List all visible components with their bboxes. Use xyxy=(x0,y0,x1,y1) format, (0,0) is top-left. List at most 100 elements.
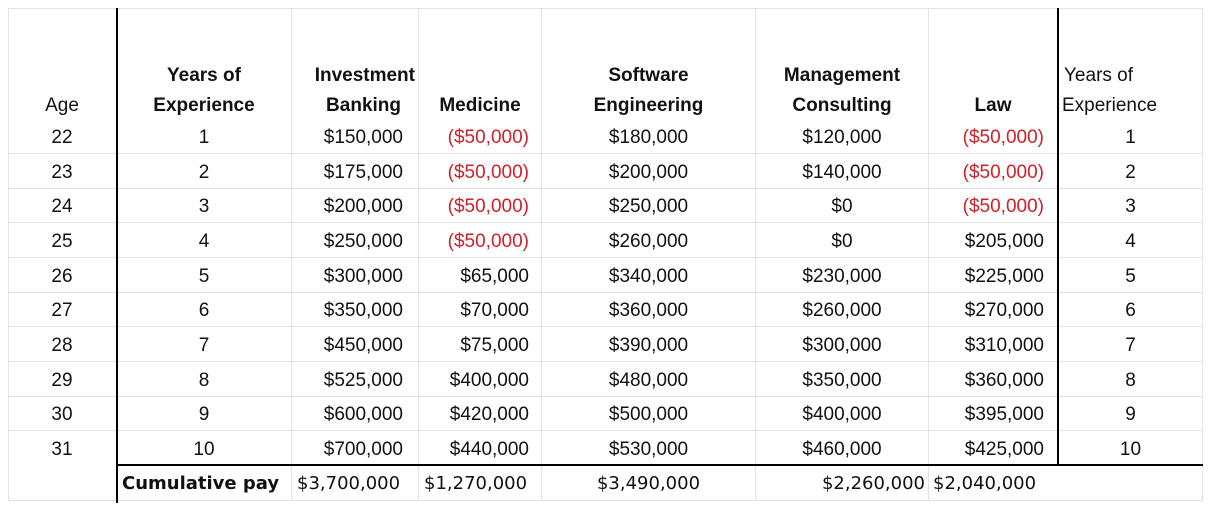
age-cell: 29 xyxy=(51,370,73,391)
management-consulting-cell: $350,000 xyxy=(802,370,882,391)
management-consulting-cell: $260,000 xyxy=(802,300,882,321)
gridline xyxy=(8,222,1203,223)
gridline xyxy=(8,430,1203,431)
gridline xyxy=(8,153,1203,154)
header-software-engineering-line1: Software xyxy=(608,65,689,86)
investment-banking-cell: $300,000 xyxy=(323,266,403,287)
law-cell: $205,000 xyxy=(964,231,1044,252)
years-right-cell: 9 xyxy=(1125,404,1136,425)
header-investment-banking-line1: Investment xyxy=(314,65,415,86)
years-right-cell: 6 xyxy=(1125,300,1136,321)
header-management-consulting-line1: Management xyxy=(783,65,901,86)
gridline xyxy=(8,8,9,501)
years-cell: 10 xyxy=(193,439,215,460)
management-consulting-cell: $140,000 xyxy=(802,162,882,183)
medicine-cell: $440,000 xyxy=(449,439,529,460)
header-age: Age xyxy=(45,95,79,116)
management-consulting-cell: $0 xyxy=(831,196,853,217)
cumulative-pay-law: $2,040,000 xyxy=(933,473,1037,494)
cumulative-pay-software-engineering: $3,490,000 xyxy=(596,473,701,494)
management-consulting-cell: $0 xyxy=(831,231,853,252)
medicine-cell: ($50,000) xyxy=(447,127,529,148)
years-cell: 7 xyxy=(198,335,210,356)
gridline xyxy=(541,8,542,501)
age-cell: 31 xyxy=(51,439,73,460)
gridline xyxy=(8,8,1203,9)
medicine-cell: ($50,000) xyxy=(447,231,529,252)
investment-banking-cell: $250,000 xyxy=(323,231,403,252)
investment-banking-cell: $150,000 xyxy=(323,127,403,148)
software-engineering-cell: $390,000 xyxy=(608,335,689,356)
header-law: Law xyxy=(974,95,1012,116)
medicine-cell: $400,000 xyxy=(449,370,529,391)
investment-banking-cell: $700,000 xyxy=(323,439,403,460)
law-cell: $225,000 xyxy=(964,266,1044,287)
cumulative-pay-medicine: $1,270,000 xyxy=(424,473,528,494)
medicine-cell: $75,000 xyxy=(460,335,529,356)
header-years-right-line1: Years of xyxy=(1064,65,1134,86)
years-cell: 5 xyxy=(198,266,210,287)
investment-banking-cell: $600,000 xyxy=(323,404,403,425)
gridline xyxy=(928,8,929,501)
years-cell: 6 xyxy=(198,300,210,321)
law-cell: ($50,000) xyxy=(962,162,1044,183)
software-engineering-cell: $480,000 xyxy=(608,370,689,391)
years-cell: 4 xyxy=(198,231,210,252)
investment-banking-cell: $175,000 xyxy=(323,162,403,183)
management-consulting-cell: $230,000 xyxy=(802,266,882,287)
years-right-cell: 7 xyxy=(1125,335,1136,356)
gridline xyxy=(291,8,292,501)
cumulative-pay-management-consulting: $2,260,000 xyxy=(821,473,925,494)
medicine-cell: $70,000 xyxy=(460,300,529,321)
medicine-cell: ($50,000) xyxy=(447,162,529,183)
gridline xyxy=(8,257,1203,258)
gridline xyxy=(8,188,1203,189)
years-right-cell: 3 xyxy=(1125,196,1136,217)
management-consulting-cell: $460,000 xyxy=(802,439,882,460)
law-cell: ($50,000) xyxy=(962,196,1044,217)
border-line xyxy=(1057,8,1059,465)
law-cell: $395,000 xyxy=(964,404,1044,425)
software-engineering-cell: $340,000 xyxy=(608,266,689,287)
age-cell: 28 xyxy=(51,335,73,356)
age-cell: 22 xyxy=(51,127,73,148)
years-right-cell: 10 xyxy=(1119,439,1142,460)
years-right-cell: 8 xyxy=(1125,370,1136,391)
header-years-line1: Years of xyxy=(167,65,241,86)
gridline xyxy=(418,8,419,501)
gridline xyxy=(8,396,1203,397)
years-right-cell: 2 xyxy=(1125,162,1136,183)
years-cell: 3 xyxy=(198,196,210,217)
header-years-line2: Experience xyxy=(153,95,255,116)
age-cell: 24 xyxy=(51,196,73,217)
software-engineering-cell: $200,000 xyxy=(608,162,689,183)
border-line xyxy=(116,464,1203,466)
years-cell: 2 xyxy=(198,162,210,183)
investment-banking-cell: $450,000 xyxy=(323,335,403,356)
years-right-cell: 1 xyxy=(1125,127,1136,148)
age-cell: 27 xyxy=(51,300,73,321)
header-investment-banking-line2: Banking xyxy=(326,95,401,116)
management-consulting-cell: $120,000 xyxy=(802,127,882,148)
software-engineering-cell: $500,000 xyxy=(608,404,689,425)
gridline xyxy=(8,292,1203,293)
software-engineering-cell: $360,000 xyxy=(608,300,689,321)
age-cell: 25 xyxy=(51,231,73,252)
years-right-cell: 4 xyxy=(1125,231,1136,252)
medicine-cell: $420,000 xyxy=(449,404,529,425)
header-years-right-line2: Experience xyxy=(1062,95,1158,116)
years-cell: 9 xyxy=(198,404,210,425)
years-cell: 1 xyxy=(198,127,210,148)
software-engineering-cell: $250,000 xyxy=(608,196,689,217)
software-engineering-cell: $260,000 xyxy=(608,231,689,252)
software-engineering-cell: $530,000 xyxy=(608,439,689,460)
gridline xyxy=(8,326,1203,327)
software-engineering-cell: $180,000 xyxy=(608,127,689,148)
years-cell: 8 xyxy=(198,370,210,391)
medicine-cell: $65,000 xyxy=(460,266,529,287)
gridline xyxy=(755,8,756,501)
investment-banking-cell: $525,000 xyxy=(323,370,403,391)
management-consulting-cell: $300,000 xyxy=(802,335,882,356)
medicine-cell: ($50,000) xyxy=(447,196,529,217)
